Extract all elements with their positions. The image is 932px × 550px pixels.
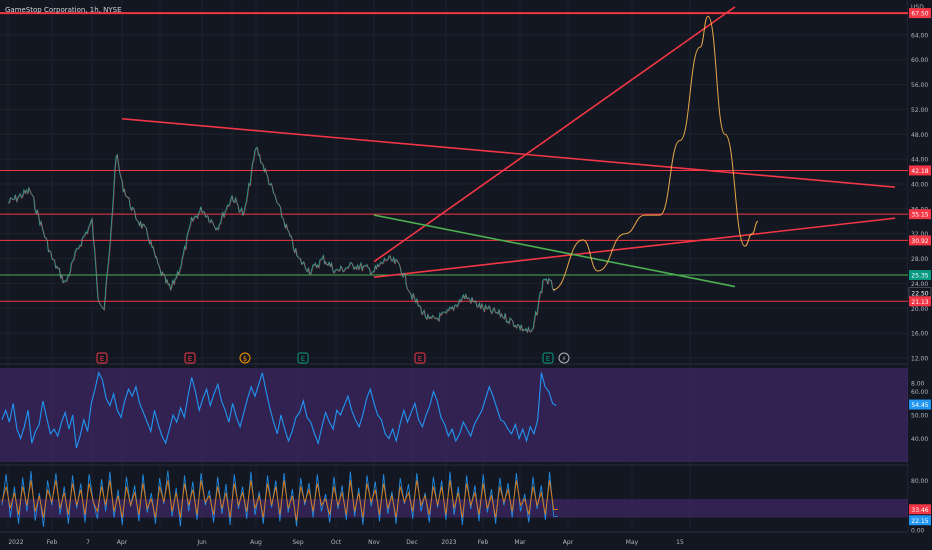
price-tick-label: 12.00 [911, 356, 928, 363]
price-tick-label: 8.00 [911, 380, 925, 387]
oscillator-2-tick: 0.00 [911, 528, 925, 535]
price-axis[interactable]: 64.0060.0056.0052.0048.0044.0040.0036.00… [908, 0, 932, 550]
price-tick-label: 52.00 [911, 107, 928, 114]
price-badge-label: 42.18 [911, 168, 928, 175]
price-badge-label: 30.92 [911, 238, 928, 245]
event-marker-label: E [188, 355, 192, 363]
oscillator-1-tick: 50.00 [911, 413, 928, 420]
oscillator-1-badge-label: 54.45 [911, 402, 928, 409]
time-tick-label: Oct [331, 539, 342, 546]
price-tick-label: 64.00 [911, 32, 928, 39]
time-tick-label: Sep [292, 539, 304, 546]
oscillator-1-band [0, 368, 908, 462]
price-tick-label: 24.00 [911, 281, 928, 288]
time-tick-label: May [626, 539, 639, 546]
price-tick-label: 28.00 [911, 256, 928, 263]
time-tick-label: Feb [47, 539, 58, 546]
event-marker-label: E [546, 355, 550, 363]
price-badge-label: 22.50 [911, 290, 928, 297]
time-tick-label: Nov [368, 539, 380, 546]
time-tick-label: Jun [196, 539, 207, 546]
price-tick-label: 60.00 [911, 57, 928, 64]
time-tick-label: Apr [117, 539, 128, 546]
time-tick-label: Mar [514, 539, 526, 546]
price-tick-label: 20.00 [911, 306, 928, 313]
time-tick-label: 2023 [441, 539, 456, 546]
event-marker-label: ⚡ [562, 355, 567, 363]
price-tick-label: 16.00 [911, 331, 928, 338]
event-marker-label: $ [243, 355, 247, 363]
symbol-title[interactable]: GameStop Corporation, 1h, NYSE [5, 6, 122, 14]
time-tick-label: 15 [676, 539, 684, 546]
price-badge-label: 67.50 [911, 11, 928, 18]
event-marker-label: E [100, 355, 104, 363]
oscillator-2-tick: 80.00 [911, 478, 928, 485]
price-tick-label: 56.00 [911, 82, 928, 89]
price-tick-label: 40.00 [911, 182, 928, 189]
event-marker-label: E [418, 355, 422, 363]
oscillator-2-badge-label: 22.15 [911, 518, 928, 525]
time-tick-label: 2022 [8, 539, 23, 546]
time-tick-label: Dec [406, 539, 418, 546]
price-tick-label: 44.00 [911, 157, 928, 164]
oscillator-2-badge-label: 33.46 [911, 507, 928, 514]
price-tick-label: 48.00 [911, 132, 928, 139]
oscillator-1-tick: 40.00 [911, 436, 928, 443]
price-badge-label: 21.13 [911, 299, 928, 306]
time-tick-label: Feb [478, 539, 489, 546]
time-tick-label: Apr [563, 539, 574, 546]
event-marker-label: E [301, 355, 305, 363]
time-tick-label: 7 [86, 539, 90, 546]
time-tick-label: Aug [250, 539, 262, 546]
price-badge-label: 35.15 [911, 212, 928, 219]
price-badge-label: 25.35 [911, 273, 928, 280]
oscillator-1-tick: 60.00 [911, 389, 928, 396]
